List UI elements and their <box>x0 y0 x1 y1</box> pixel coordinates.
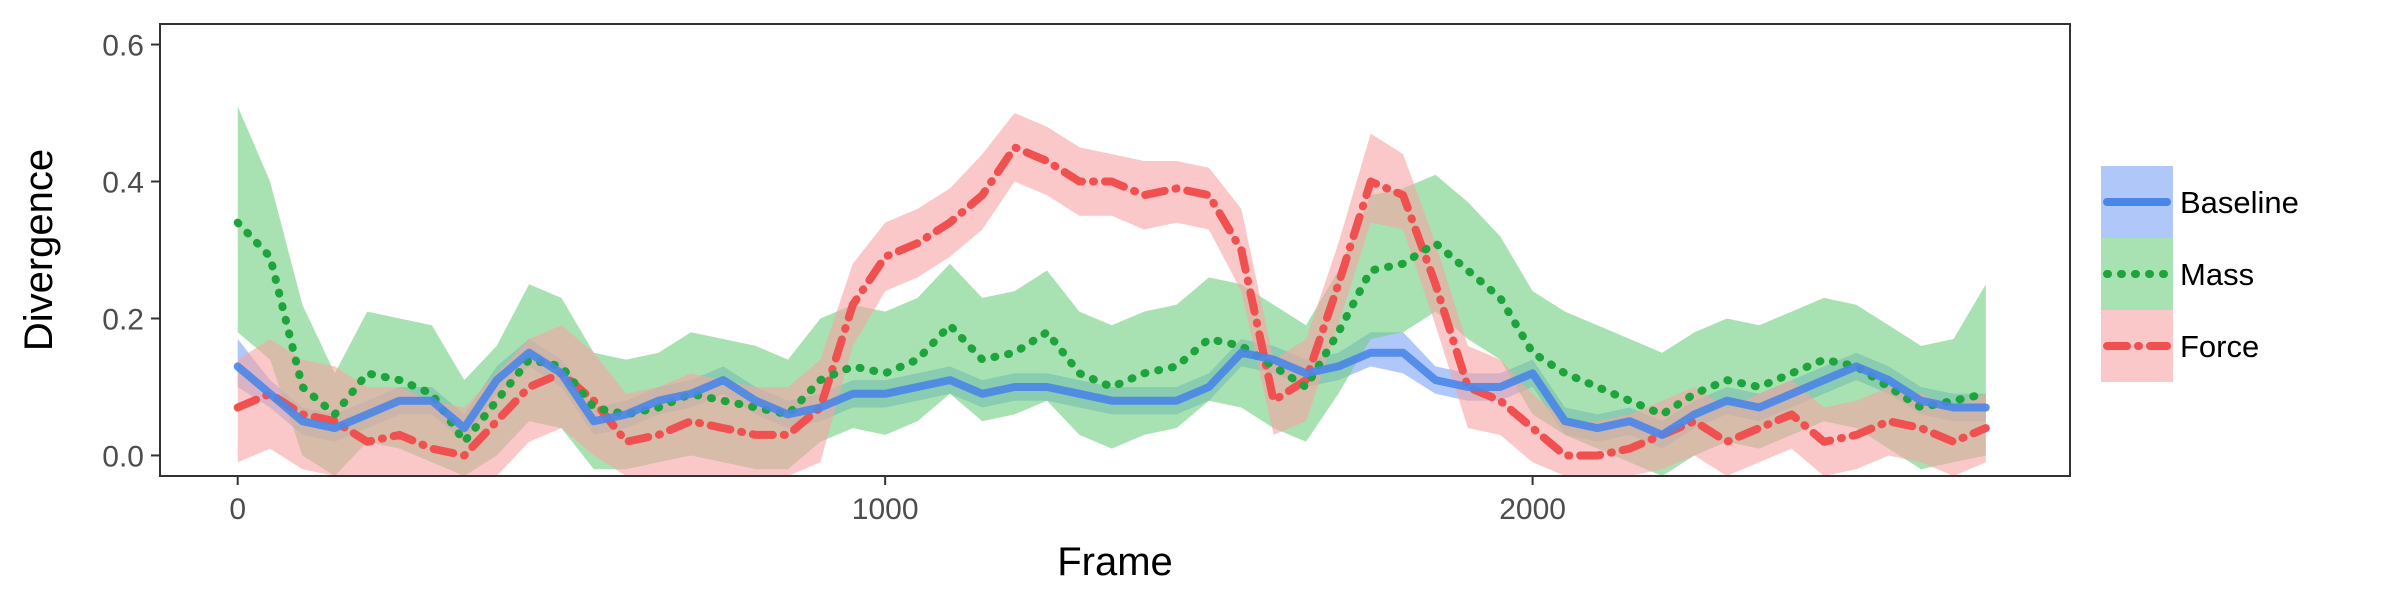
legend-label-baseline: Baseline <box>2180 185 2299 220</box>
x-tick-label: 1000 <box>852 493 919 526</box>
x-tick-label: 2000 <box>1499 493 1566 526</box>
series-line-mass <box>233 218 1990 446</box>
legend-item-force: Force <box>2101 310 2259 382</box>
series-line-baseline <box>233 348 1990 439</box>
series-lines <box>233 143 1990 460</box>
y-tick-label: 0.6 <box>102 30 144 63</box>
legend-label-force: Force <box>2180 329 2259 364</box>
plot-panel-border <box>159 23 2071 477</box>
legend-item-mass: Mass <box>2101 238 2254 310</box>
series-line-force <box>233 143 1990 460</box>
x-axis-title: Frame <box>1057 540 1173 584</box>
y-tick-label: 0.0 <box>102 440 144 473</box>
y-axis-title: Divergence <box>17 149 61 351</box>
confidence-band-force <box>237 113 1986 476</box>
legend-label-mass: Mass <box>2180 257 2254 292</box>
x-tick-label: 0 <box>229 493 246 526</box>
legend: Baseline Mass Force <box>2101 166 2299 382</box>
x-axis: 0 1000 2000 <box>229 476 1566 526</box>
y-tick-label: 0.4 <box>102 167 144 200</box>
y-axis: 0.0 0.2 0.4 0.6 <box>102 30 160 473</box>
legend-item-baseline: Baseline <box>2101 166 2299 238</box>
confidence-bands <box>237 106 1986 476</box>
y-tick-label: 0.2 <box>102 303 144 336</box>
